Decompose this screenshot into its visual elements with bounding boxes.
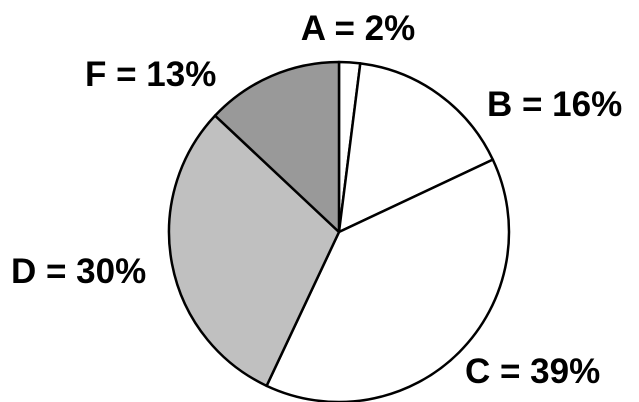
pie-slice-f — [213, 60, 341, 234]
pie-slice-d — [167, 114, 341, 388]
slice-label-b: B = 16% — [487, 85, 622, 124]
pie-slice-c — [265, 158, 511, 402]
pie-slice-b — [337, 62, 495, 234]
pie-slices — [167, 60, 511, 402]
slice-label-a: A = 2% — [301, 9, 415, 48]
slice-label-d: D = 30% — [11, 252, 146, 291]
slice-label-c: C = 39% — [465, 352, 600, 391]
slice-label-f: F = 13% — [85, 55, 216, 94]
pie-labels: A = 2% B = 16% C = 39% D = 30% F = 13% — [11, 9, 622, 391]
